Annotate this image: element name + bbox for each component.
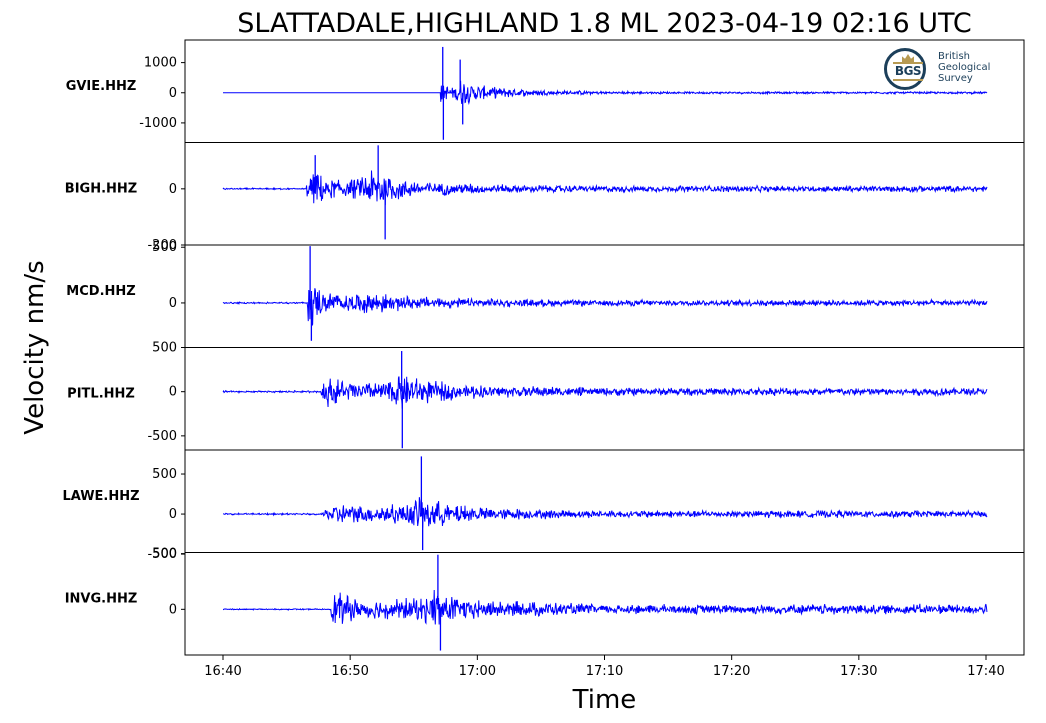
panel-frame	[184, 142, 1025, 246]
panel-frame	[184, 449, 1025, 553]
waveform-trace	[223, 80, 988, 105]
bgs-logo-line: Geological	[938, 62, 991, 73]
y-tick-label: 0	[169, 385, 177, 400]
bgs-logo-emblem: BGS	[884, 48, 926, 90]
x-tick-label: 17:20	[713, 664, 750, 679]
y-tick-label: 500	[152, 547, 177, 562]
y-tick-label: -500	[147, 547, 177, 562]
y-tick-label: 0	[169, 86, 177, 101]
panel-invg-hhz: 500 0 INVG.HHZ	[65, 547, 1025, 656]
bgs-logo-abbr: BGS	[894, 64, 922, 78]
crown-icon	[902, 54, 914, 62]
y-tick-label: -500	[147, 429, 177, 444]
waveform-trace	[222, 497, 988, 528]
panel-gvie-hhz: 1000 0 -1000 GVIE.HHZ	[66, 39, 1025, 143]
panel-mcd-hhz: 500 0 MCD.HHZ	[66, 240, 1025, 348]
bgs-logo-line: British	[938, 51, 970, 62]
panel-frame	[184, 347, 1025, 451]
y-tick-label: -1000	[139, 116, 177, 131]
station-label: GVIE.HHZ	[66, 79, 137, 94]
station-label: LAWE.HHZ	[62, 489, 139, 504]
waveform-trace	[222, 288, 988, 327]
station-label: PITL.HHZ	[67, 387, 135, 402]
x-tick-label: 17:00	[459, 664, 496, 679]
y-tick-label: 0	[169, 182, 177, 197]
y-tick-label: 500	[152, 341, 177, 356]
station-label: BIGH.HHZ	[65, 182, 137, 197]
y-tick-label: 0	[169, 602, 177, 617]
station-label: INVG.HHZ	[65, 592, 138, 607]
emblem-line	[893, 79, 923, 81]
y-tick-label: 1000	[144, 56, 177, 71]
bgs-logo-line: Survey	[938, 73, 973, 84]
bgs-logo: BGS British Geological Survey	[882, 46, 1022, 96]
y-tick-label: 0	[169, 507, 177, 522]
x-axis-label: Time	[572, 685, 637, 715]
y-tick-label: -200	[147, 238, 177, 253]
bgs-logo-text: British Geological Survey	[938, 51, 990, 84]
station-label: MCD.HHZ	[66, 284, 135, 299]
y-axis-label: Velocity nm/s	[20, 260, 50, 434]
chart-title: SLATTADALE,HIGHLAND 1.8 ML 2023-04-19 02…	[237, 8, 972, 39]
panel-lawe-hhz: 500 0 -500 LAWE.HHZ	[62, 449, 1025, 562]
y-tick-label: 0	[169, 296, 177, 311]
x-tick-label: 16:40	[204, 664, 241, 679]
x-tick-label: 17:30	[840, 664, 877, 679]
waveform-trace	[222, 170, 988, 206]
waveform-trace	[222, 589, 988, 625]
y-tick-label: 500	[152, 467, 177, 482]
panel-bigh-hhz: 0 -200 BIGH.HHZ	[65, 142, 1025, 253]
panel-pitl-hhz: 500 0 -500 PITL.HHZ	[67, 341, 1025, 451]
emblem-line	[893, 62, 923, 64]
x-tick-label: 17:10	[586, 664, 623, 679]
x-tick-label: 16:50	[331, 664, 368, 679]
y-tick-label: 500	[152, 240, 177, 255]
x-tick-label: 17:40	[967, 664, 1004, 679]
waveform-trace	[222, 376, 988, 409]
panel-frame	[184, 552, 1025, 656]
